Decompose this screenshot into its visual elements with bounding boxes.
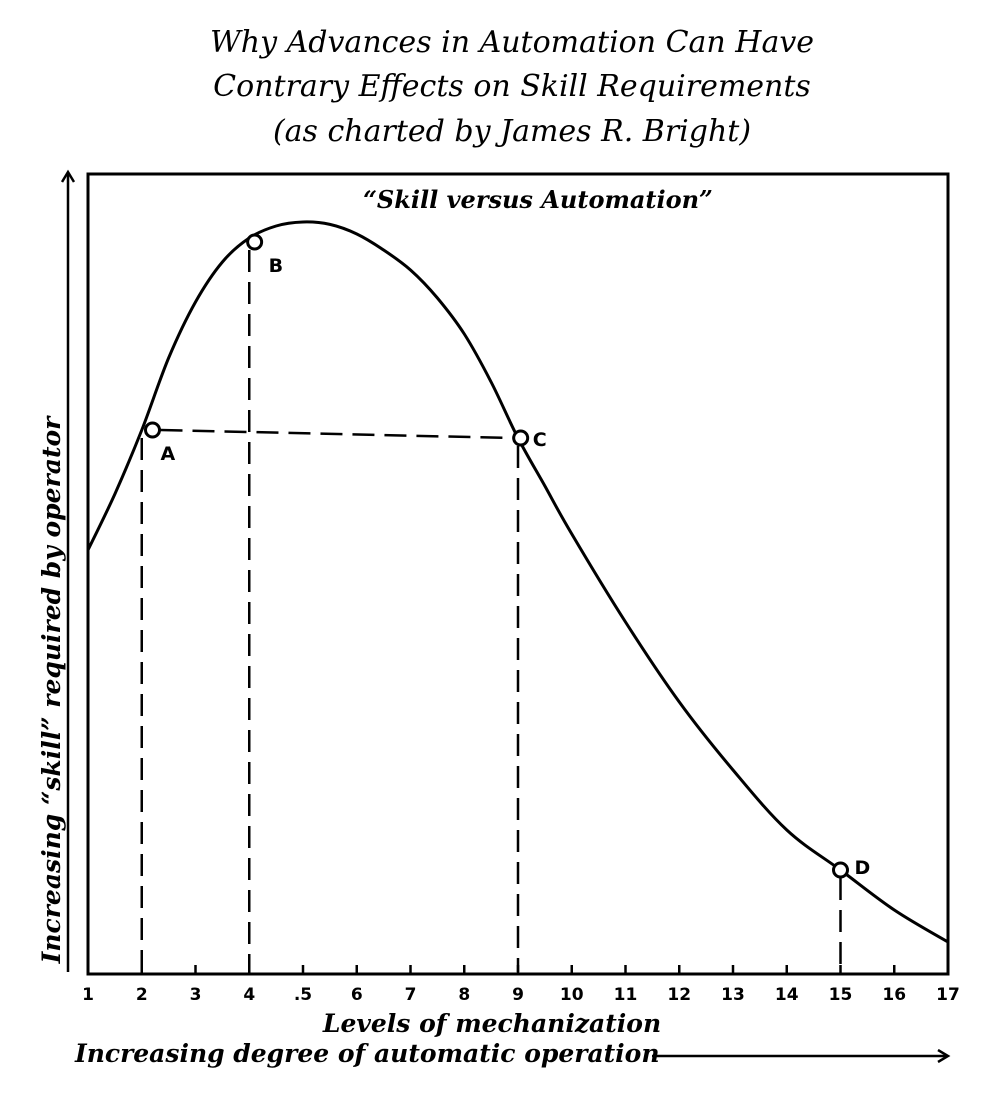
x-tick-label: 2 — [136, 985, 148, 1005]
x-tick-label: 6 — [351, 985, 363, 1005]
x-tick-label: 13 — [721, 985, 745, 1005]
x-tick-label: 10 — [560, 985, 584, 1005]
skill-curve — [86, 220, 949, 944]
x-tick-label: 8 — [458, 985, 470, 1005]
x-tick-label: 4 — [243, 985, 255, 1005]
x-tick-label: 14 — [775, 985, 799, 1005]
point-b-marker — [246, 233, 264, 251]
x-tick-label: 3 — [190, 985, 202, 1005]
x-tick-label: 17 — [936, 985, 960, 1005]
point-d-label: D — [855, 857, 871, 879]
x-tick-label: 16 — [882, 985, 906, 1005]
point-c-label: C — [533, 429, 547, 451]
y-axis-label: Increasing “skill” required by operator — [37, 415, 66, 965]
x-axis-secondary-label: Increasing degree of automatic operation — [74, 1039, 660, 1068]
x-tick-label: 15 — [829, 985, 853, 1005]
x-tick-label: 9 — [512, 985, 524, 1005]
point-a-marker — [144, 421, 161, 439]
x-axis-label: Levels of mechanization — [322, 1009, 661, 1038]
x-axis-ticks: 1 2 3 4.5 6 7 8 9 10 11 12 13 14 15 16 17 — [82, 965, 960, 1005]
chart-title-line-3: (as charted by James R. Bright) — [273, 114, 751, 149]
guide-lines — [140, 250, 842, 972]
point-a-label: A — [161, 443, 176, 465]
horizontal-guide-a-c — [160, 428, 513, 440]
chart-points: A B C D — [144, 233, 871, 879]
x-tick-label: .5 — [294, 985, 312, 1005]
point-b-label: B — [269, 255, 283, 277]
chart-title-line-2: Contrary Effects on Skill Requirements — [213, 69, 811, 104]
chart-title-line-1: Why Advances in Automation Can Have — [210, 25, 814, 60]
x-tick-label: 7 — [405, 985, 417, 1005]
point-c-marker — [512, 429, 530, 447]
point-d-marker — [832, 861, 849, 879]
x-tick-label: 1 — [82, 985, 94, 1005]
x-tick-label: 11 — [614, 985, 638, 1005]
chart-subtitle: “Skill versus Automation” — [363, 185, 713, 214]
x-tick-label: 12 — [667, 985, 691, 1005]
